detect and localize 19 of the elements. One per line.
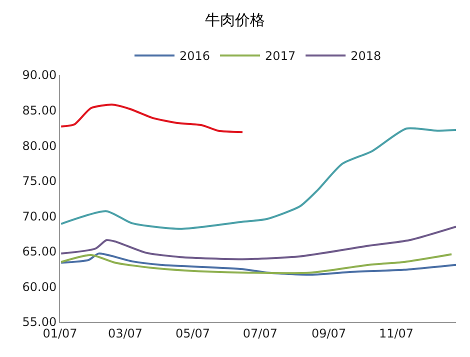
chart-title: 牛肉价格	[205, 10, 265, 29]
line-series	[60, 226, 456, 260]
line-series	[60, 127, 456, 230]
y-tick-label: 65.00	[22, 244, 57, 259]
x-tick-label: 11/07	[378, 326, 414, 340]
legend-label: 2016	[180, 49, 210, 64]
line-series	[60, 104, 244, 134]
y-tick-label: 60.00	[22, 280, 57, 294]
x-tick-label: 05/07	[175, 326, 210, 340]
x-tick-label: 09/07	[311, 326, 346, 340]
x-tick-label: 03/07	[108, 326, 143, 340]
x-tick-label: 07/07	[242, 326, 278, 340]
legend-label: 2017	[265, 49, 296, 64]
y-tick-label: 90.00	[22, 68, 57, 82]
y-tick-label: 85.00	[22, 103, 57, 118]
y-tick-label: 80.00	[22, 138, 57, 153]
y-tick-label: 75.00	[22, 174, 57, 188]
y-tick-label: 70.00	[22, 209, 57, 224]
legend-label: 2018	[350, 49, 382, 64]
